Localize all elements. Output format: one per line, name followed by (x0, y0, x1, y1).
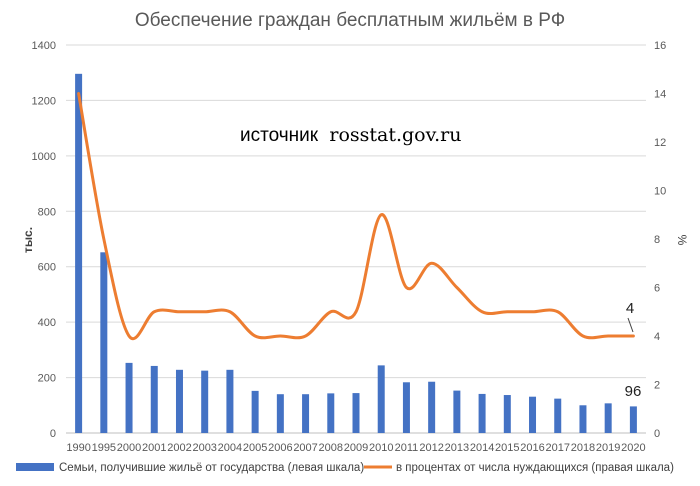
x-tick-label: 2016 (520, 442, 544, 454)
left-axis-title: тыс. (21, 227, 35, 253)
legend-label-bars: Семьи, получившие жильё от государства (… (59, 462, 364, 474)
bar (201, 370, 209, 433)
bar-end-label: 96 (625, 383, 642, 400)
source-prefix: источник (240, 125, 319, 146)
bar (125, 362, 133, 433)
right-tick-label: 0 (654, 428, 660, 440)
right-tick-label: 16 (654, 40, 666, 52)
line-end-leader (627, 317, 634, 333)
chart-title: Обеспечение граждан бесплатным жильём в … (135, 10, 565, 31)
series-line (77, 92, 635, 341)
x-tick-label: 2000 (117, 442, 141, 454)
x-tick-label: 2015 (495, 442, 519, 454)
bar (428, 381, 436, 433)
x-tick-label: 2005 (243, 442, 267, 454)
bar (276, 394, 284, 433)
line-series (77, 92, 635, 341)
x-tick-label: 2014 (470, 442, 494, 454)
right-tick-label: 2 (654, 380, 660, 392)
x-tick-label: 2013 (445, 442, 469, 454)
right-axis-title: % (675, 235, 689, 246)
x-tick-label: 2012 (419, 442, 443, 454)
bar (100, 252, 108, 433)
left-tick-label: 800 (38, 206, 56, 218)
bar (150, 365, 158, 433)
right-tick-label: 10 (654, 186, 666, 198)
bar (251, 390, 259, 433)
bar (579, 405, 587, 433)
left-tick-label: 1200 (32, 95, 56, 107)
legend-swatch-bars (16, 463, 54, 471)
x-tick-label: 2009 (344, 442, 368, 454)
left-tick-label: 200 (38, 373, 56, 385)
right-tick-label: 8 (654, 234, 660, 246)
bar (226, 369, 234, 433)
bar (503, 395, 511, 433)
bar (75, 73, 83, 433)
bar (629, 406, 637, 433)
x-tick-label: 1995 (92, 442, 116, 454)
bar (302, 394, 310, 433)
bar (604, 403, 612, 433)
bar (377, 365, 385, 433)
right-tick-label: 14 (654, 89, 666, 101)
x-tick-label: 1990 (66, 442, 90, 454)
bar (402, 382, 410, 433)
line-end-label: 4 (626, 300, 634, 317)
left-tick-label: 0 (50, 428, 56, 440)
bar (352, 393, 360, 433)
right-tick-label: 6 (654, 283, 660, 295)
x-tick-label: 2011 (395, 442, 419, 454)
bar-series (75, 73, 637, 433)
x-tick-label: 2008 (319, 442, 343, 454)
right-tick-label: 12 (654, 137, 666, 149)
x-tick-label: 2003 (192, 442, 216, 454)
x-tick-label: 2010 (369, 442, 393, 454)
bar (478, 393, 486, 433)
x-tick-label: 2020 (621, 442, 645, 454)
right-axis-ticks: 0 2 4 6 8 10 12 14 16 (654, 40, 666, 440)
gridlines (66, 44, 646, 434)
bar (327, 393, 335, 433)
x-tick-label: 2018 (571, 442, 595, 454)
x-tick-label: 2019 (596, 442, 620, 454)
x-tick-label: 2004 (218, 442, 242, 454)
left-axis-ticks: 0 200 400 600 800 1000 1200 1400 (32, 40, 56, 440)
bar (529, 396, 537, 433)
x-tick-label: 2006 (268, 442, 292, 454)
legend-label-line: в процентах от числа нуждающихся (правая… (396, 462, 674, 474)
left-tick-label: 600 (38, 262, 56, 274)
source-url: rosstat.gov.ru (329, 124, 461, 146)
bar (175, 369, 183, 433)
x-tick-label: 2002 (167, 442, 191, 454)
bar (554, 398, 562, 433)
x-tick-label: 2001 (142, 442, 166, 454)
x-tick-label: 2017 (545, 442, 569, 454)
bar (453, 390, 461, 433)
left-tick-label: 1400 (32, 40, 56, 52)
legend: Семьи, получившие жильё от государства (… (16, 462, 674, 474)
x-axis-ticks: 1990 1995 2000 2001 2002 2003 2004 2005 2006 2007… (66, 442, 645, 454)
source-annotation: источник rosstat.gov.ru (240, 124, 461, 146)
x-tick-label: 2007 (293, 442, 317, 454)
left-tick-label: 1000 (32, 151, 56, 163)
left-tick-label: 400 (38, 317, 56, 329)
right-tick-label: 4 (654, 331, 660, 343)
